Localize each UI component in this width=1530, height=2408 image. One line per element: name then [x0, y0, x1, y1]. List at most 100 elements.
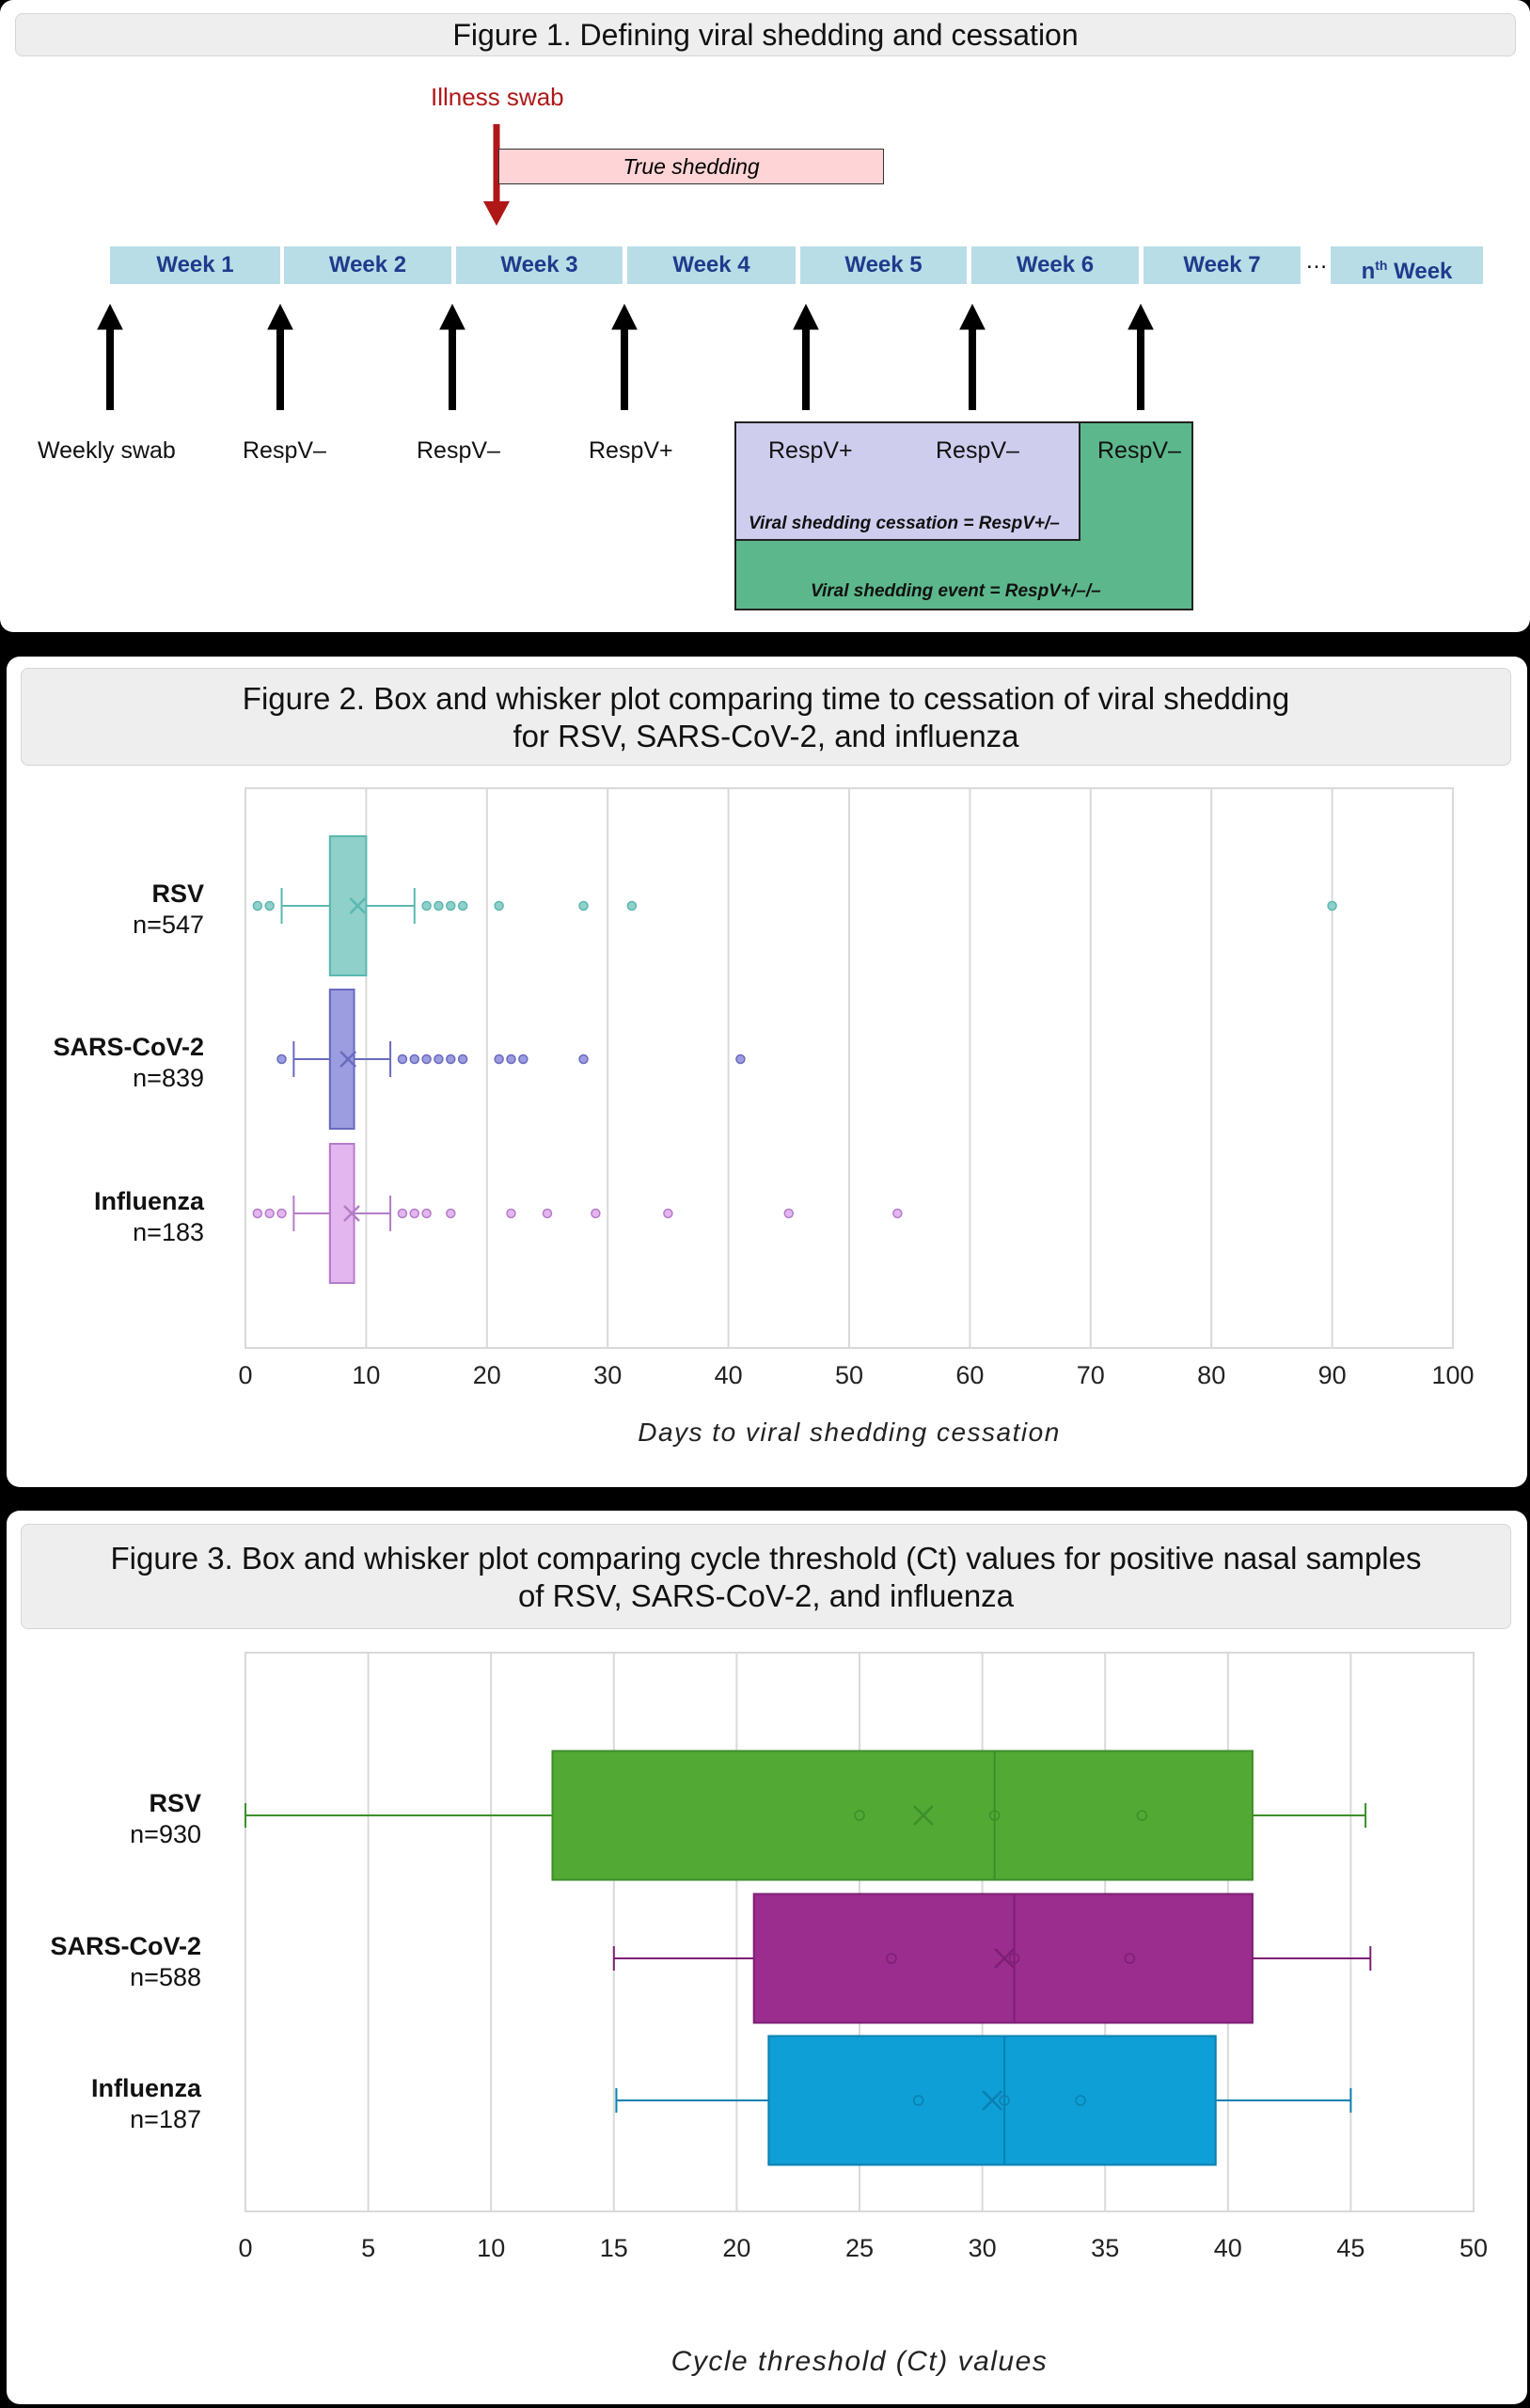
outlier-point [421, 900, 432, 911]
figure1-title-bar: Figure 1. Defining viral shedding and ce… [15, 13, 1516, 56]
up-arrow-icon [439, 303, 465, 410]
outlier-point [518, 1054, 528, 1065]
figure1-title: Figure 1. Defining viral shedding and ce… [452, 18, 1079, 52]
x-tick-label: 30 [969, 2234, 997, 2262]
x-tick-label: 50 [1459, 2234, 1488, 2262]
outlier-point [434, 1054, 444, 1065]
outlier-point [276, 1208, 287, 1219]
up-arrow-icon [959, 303, 986, 410]
illness-swab-label: Illness swab [431, 83, 564, 111]
week-7: Week 7 [1144, 246, 1301, 284]
outlier-point [264, 900, 275, 911]
x-tick-label: 40 [1214, 2234, 1242, 2262]
figure2-title-line2: for RSV, SARS-CoV-2, and influenza [513, 719, 1019, 753]
illness-swab-arrow [483, 124, 510, 226]
outlier-point [276, 1054, 287, 1065]
figure2-title-line1: Figure 2. Box and whisker plot comparing… [242, 681, 1290, 716]
mean-marker [994, 1948, 1015, 1969]
up-arrow-icon [267, 303, 293, 410]
shedding-cessation-box [734, 421, 1080, 541]
mean-marker [349, 897, 367, 914]
outlier-point [252, 1208, 263, 1219]
outlier-point [397, 1054, 408, 1065]
outlier-point [506, 1208, 516, 1219]
outlier-point [892, 1208, 903, 1219]
outlier-point [446, 1054, 456, 1065]
outlier-point [783, 1208, 795, 1219]
week-3: Week 3 [456, 246, 623, 284]
box-label-respv-pos: RespV+ [768, 437, 853, 464]
inner-point [1075, 2095, 1086, 2106]
outlier-point [626, 900, 638, 911]
x-tick-label: 20 [722, 2234, 750, 2262]
x-tick-label: 30 [593, 1361, 622, 1389]
outlier-point [409, 1208, 420, 1219]
x-tick-label: 100 [1431, 1361, 1474, 1389]
mean-marker [913, 1805, 934, 1826]
figure1-panel: Figure 1. Defining viral shedding and ce… [0, 0, 1530, 632]
x-tick-label: 0 [238, 1361, 252, 1389]
mean-marker-stroke [913, 1805, 934, 1826]
mean-marker-stroke [994, 1948, 1015, 1969]
inner-point [1124, 1953, 1136, 1964]
mean-marker [343, 1205, 360, 1222]
week-2: Week 2 [284, 246, 451, 284]
up-arrow-icon [97, 303, 123, 410]
mean-marker [982, 2090, 1002, 2111]
x-tick-label: 60 [955, 1361, 984, 1389]
outlier-point [446, 1208, 456, 1219]
true-shedding-label: True shedding [623, 154, 760, 179]
outlier-point [446, 900, 456, 911]
x-tick-label: 90 [1318, 1361, 1347, 1389]
x-axis-label: Days to viral shedding cessation [638, 1418, 1061, 1447]
outlier-point [457, 1054, 468, 1065]
swab-arrows [97, 303, 1154, 410]
x-tick-label: 25 [845, 2234, 874, 2262]
inner-point [1008, 1953, 1020, 1964]
mean-marker-stroke [349, 897, 367, 914]
category-label: Influenza [91, 2074, 202, 2102]
weeks-ellipsis: … [1305, 248, 1328, 274]
outlier-point [494, 900, 504, 911]
x-tick-label: 45 [1336, 2234, 1364, 2262]
outlier-point [397, 1208, 408, 1219]
n-label: n=588 [130, 1963, 201, 1991]
figure3-title-line2: of RSV, SARS-CoV-2, and influenza [517, 1578, 1015, 1613]
mean-marker-stroke [982, 2090, 1002, 2111]
box-label-respv-neg-2: RespV– [1097, 437, 1181, 464]
outlier-point [663, 1208, 673, 1219]
x-tick-label: 70 [1077, 1361, 1105, 1389]
up-arrow-icon [1128, 303, 1154, 410]
category-label: SARS-CoV-2 [50, 1932, 201, 1960]
outlier-point [542, 1208, 553, 1219]
up-arrow-icon [611, 303, 638, 410]
figure3-title-line1: Figure 3. Box and whisker plot comparing… [110, 1541, 1422, 1576]
category-label: Influenza [94, 1187, 205, 1215]
outlier-point [506, 1054, 516, 1065]
box [551, 1750, 1254, 1881]
box-label-respv-neg: RespV– [936, 437, 1019, 464]
outlier-point [494, 1054, 504, 1065]
outlier-point [421, 1208, 432, 1219]
mean-marker-stroke [343, 1205, 360, 1222]
mean-marker [339, 1051, 357, 1068]
x-tick-label: 0 [238, 2234, 252, 2262]
category-label: RSV [149, 1789, 201, 1817]
inner-point [999, 2095, 1010, 2106]
week-4: Week 4 [627, 246, 796, 284]
swab-label-week4: RespV+ [589, 437, 673, 464]
inner-point [1136, 1810, 1148, 1821]
x-tick-label: 50 [835, 1361, 863, 1389]
box [328, 989, 355, 1130]
x-tick-label: 40 [715, 1361, 743, 1389]
week-1: Week 1 [110, 246, 280, 284]
category-label: RSV [151, 879, 204, 908]
n-label: n=183 [133, 1218, 204, 1246]
outlier-point [735, 1054, 746, 1065]
x-tick-label: 20 [473, 1361, 501, 1389]
up-arrow-icon [793, 303, 819, 410]
x-tick-label: 10 [352, 1361, 380, 1389]
outlier-point [264, 1208, 275, 1219]
inner-point [912, 2095, 924, 2106]
cessation-label: Viral shedding cessation = RespV+/– [749, 514, 1060, 533]
